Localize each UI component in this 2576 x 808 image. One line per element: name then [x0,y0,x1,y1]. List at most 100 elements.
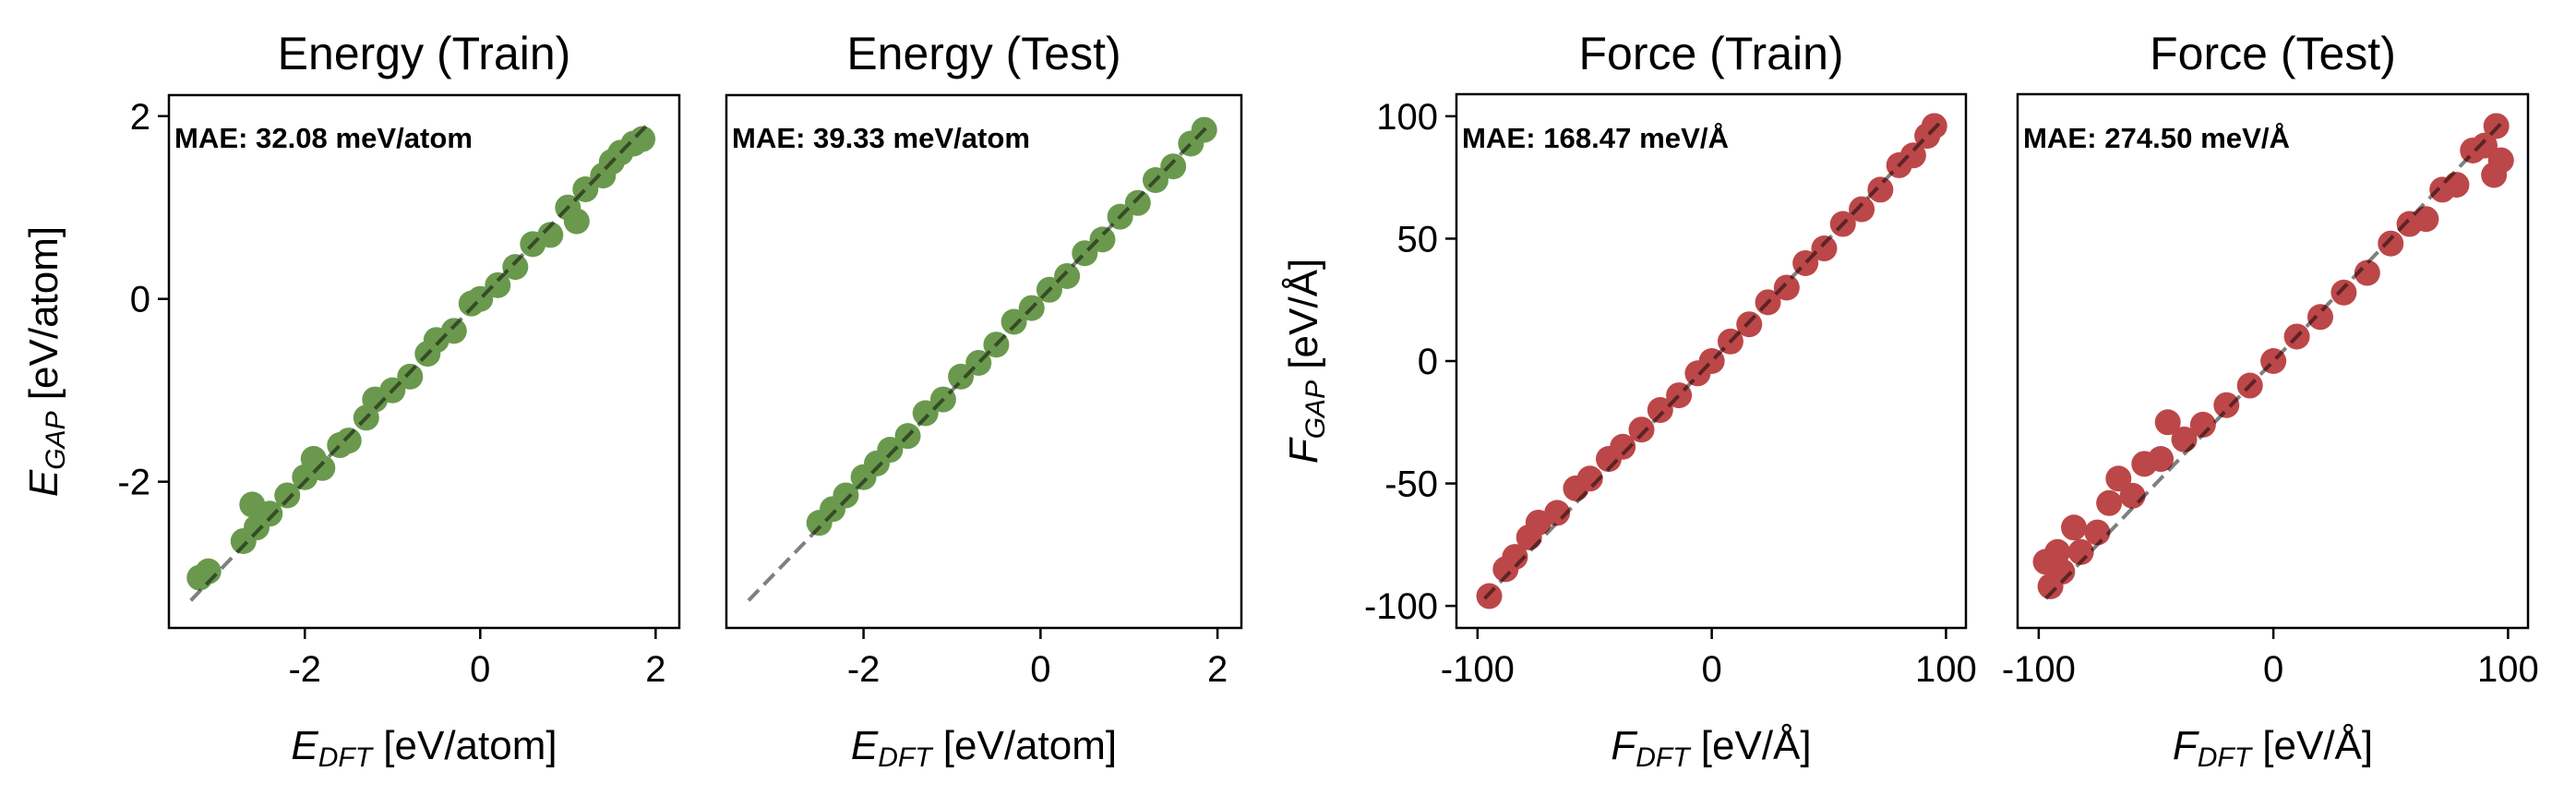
axis-label-unit: [eV/Å] [1281,259,1326,380]
axis-label-subscript: GAP [1300,380,1331,439]
axis-label-symbol: E [21,469,66,497]
x-tick-label: 2 [1207,649,1228,690]
axis-label-subscript: GAP [41,411,71,469]
axis-label-subscript: DFT [318,742,375,773]
data-point [1899,142,1926,169]
axis-label-symbol: F [1281,437,1326,464]
x-axis-label: EDFT [eV/atom] [851,723,1117,773]
axis-label-unit: [eV/atom] [372,723,557,768]
chart-title: Energy (Test) [846,28,1120,79]
data-point [440,318,467,344]
chart-title: Force (Train) [1578,28,1843,79]
data-point [1502,544,1528,571]
data-point [309,454,336,481]
y-tick-label: 2 [130,97,150,138]
data-point [833,482,859,509]
data-point [2481,162,2508,188]
data-point [537,222,564,248]
data-point [1849,196,1875,223]
data-point [2443,172,2470,199]
x-tick-label: 0 [470,649,490,690]
data-point [2119,482,2146,509]
data-point [2044,538,2071,565]
panel-1: Energy (Train) MAE: 32.08 meV/atom -2 0 2 -2 0… [21,28,681,773]
axis-label-subscript: DFT [1635,742,1692,773]
y-tick-label: 100 [1376,97,1438,138]
data-point [629,126,656,152]
axis-label-subscript: DFT [2198,742,2254,773]
mae-annotation: MAE: 32.08 meV/atom [174,122,473,154]
x-tick-label: -2 [847,649,881,690]
data-point [1867,176,1894,203]
y-tick-label: 50 [1397,219,1439,259]
data-point [877,437,904,464]
plot-area [2032,113,2514,600]
y-axis-label: FGAP [eV/Å] [1281,259,1331,464]
data-point [257,500,283,527]
mae-annotation: MAE: 39.33 meV/atom [732,122,1030,154]
chart-title: Force (Test) [2150,28,2396,79]
axis-label-unit: [eV/atom] [932,723,1118,768]
x-axis-label: FDFT [eV/Å] [2173,723,2373,773]
data-point [1610,433,1636,460]
data-point [1811,235,1838,262]
axis-label-symbol: F [2173,723,2199,768]
mae-annotation: MAE: 274.50 meV/Å [2023,122,2290,154]
x-axis-label: FDFT [eV/Å] [1611,723,1811,773]
plot-area [747,116,1217,602]
axis-label-subscript: DFT [878,742,934,773]
panel-4: Force (Test) MAE: 274.50 meV/Å -100 0 100 FDF… [2002,28,2539,773]
plot-area [186,124,656,602]
x-tick-label: 0 [1702,649,1722,690]
data-point [1544,500,1571,526]
data-point [2148,446,2175,473]
data-point [1000,308,1027,335]
data-point [2330,279,2357,306]
data-point [2354,259,2380,286]
y-tick-label: -2 [117,463,150,503]
chart-title: Energy (Train) [278,28,571,79]
axis-label-symbol: F [1611,723,1637,768]
data-point [2096,489,2123,516]
data-point [1160,153,1187,180]
data-point [1124,189,1151,216]
data-point [335,428,362,454]
x-tick-label: -100 [2002,649,2076,690]
axes-frame [167,93,681,630]
x-tick-label: 0 [1030,649,1050,690]
data-point [1647,397,1673,424]
data-point [397,363,424,390]
data-point [502,254,529,281]
y-tick-label: 0 [130,280,150,320]
data-point [948,363,975,390]
data-point [274,482,301,509]
y-tick-label: -100 [1364,586,1438,627]
panel-3: Force (Train) MAE: 168.47 meV/Å -100 0 100 -1… [1281,28,1977,773]
data-point [485,271,511,298]
axes-frame [725,93,1243,630]
y-axis-label: EGAP [eV/atom] [21,226,71,497]
data-point [2213,392,2240,418]
x-tick-label: 0 [2263,649,2283,690]
mae-annotation: MAE: 168.47 meV/Å [1462,122,1729,154]
y-tick-label: 0 [1418,342,1438,382]
panel-2: Energy (Test) MAE: 39.33 meV/atom -2 0 2 EDFT… [725,28,1243,773]
data-point [2413,206,2439,233]
data-point [1054,262,1081,289]
data-point [1628,416,1655,443]
axis-label-symbol: E [851,723,879,768]
data-point [1089,226,1116,253]
data-point [563,208,590,235]
plot-area [1476,113,1947,609]
data-point [2154,409,2181,436]
x-axis-label: EDFT [eV/atom] [291,723,557,773]
x-tick-label: 100 [1915,649,1977,690]
data-point [2049,559,2076,585]
data-point [912,400,939,427]
data-point [2306,304,2333,331]
axis-label-unit: [eV/atom] [21,226,66,412]
axis-label-unit: [eV/Å] [1690,723,1812,768]
data-point [1773,274,1800,301]
data-point [2105,465,2132,492]
